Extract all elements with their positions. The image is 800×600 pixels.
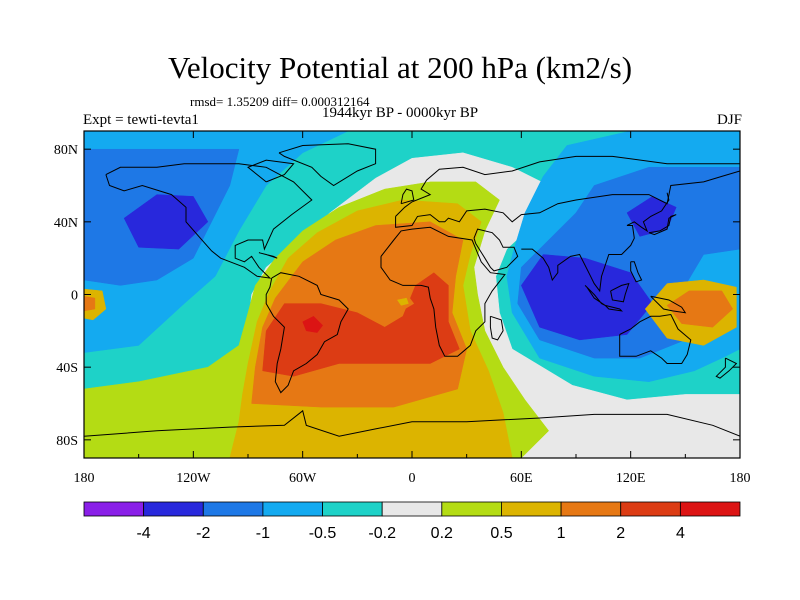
x-tick-label: 0: [409, 471, 416, 486]
experiment-label: Expt = tewti-tevta1: [83, 112, 199, 128]
y-tick-label: 0: [71, 289, 78, 304]
coastline-segment: [105, 163, 313, 279]
colorbar-swatch: [143, 501, 204, 517]
coastline-segment: [630, 261, 643, 283]
x-tick-label: 180: [74, 471, 95, 486]
coastline-layer: [84, 143, 740, 437]
coastline-segment: [489, 315, 504, 341]
contour-region-positive-4: [302, 315, 324, 333]
colorbar: -4 -2 -1 -0.5 -0.2 0.2 0.5 1 2 4: [83, 501, 741, 542]
colorbar-label: -0.5: [309, 525, 337, 542]
coastline-segment: [648, 214, 677, 236]
colorbar-label: 2: [616, 525, 625, 542]
colorbar-label: -1: [256, 525, 270, 542]
y-tick-label: 80N: [54, 143, 78, 158]
x-tick-label: 120E: [616, 471, 646, 486]
colorbar-swatch: [202, 501, 264, 517]
contour-fill-layer: [84, 131, 740, 458]
colorbar-label: 0.5: [490, 525, 512, 542]
coastline-segment: [400, 188, 415, 205]
x-tick-label: 180: [730, 471, 751, 486]
coastline-segment: [395, 155, 740, 228]
y-tick-label: 40S: [56, 361, 78, 376]
coastline-segment: [84, 409, 740, 437]
coastline-segment: [715, 357, 738, 379]
coastline-segment: [473, 228, 519, 272]
colorbar-swatch: [83, 501, 145, 517]
contour-region-west-edge-positive-1: [84, 296, 96, 312]
colorbar-label: -0.2: [368, 525, 396, 542]
colorbar-swatch: [381, 501, 443, 517]
contour-region-positive-0.5-pocket: [396, 297, 409, 306]
coastline-segment: [619, 313, 692, 364]
coastline-segment: [610, 282, 630, 303]
chart-title: Velocity Potential at 200 hPa (km2/s): [167, 50, 633, 85]
coastline-segment: [265, 272, 349, 394]
coastline-segment: [258, 252, 278, 259]
coastline-segment: [521, 192, 670, 293]
x-axis: 180 120W 60W 0 60E 120E 180: [74, 131, 751, 486]
colorbar-label: -4: [136, 525, 150, 542]
coastline-segment: [650, 295, 687, 314]
season-label: DJF: [716, 112, 742, 128]
x-tick-label: 120W: [176, 471, 211, 486]
x-tick-label: 60E: [510, 471, 533, 486]
stats-label: rmsd= 1.35209 diff= 0.000312164: [190, 94, 370, 109]
y-axis: 80N 40N 0 40S 80S: [54, 143, 740, 449]
colorbar-label: 0.2: [431, 525, 453, 542]
period-label: 1944kyr BP - 0000kyr BP: [322, 105, 479, 121]
colorbar-swatch: [620, 501, 681, 517]
colorbar-swatch: [501, 501, 562, 517]
colorbar-swatch: [262, 501, 323, 517]
colorbar-swatch: [441, 501, 502, 517]
contour-region-negative-2-core: [123, 194, 209, 250]
colorbar-swatch: [560, 501, 622, 517]
colorbar-label: 1: [557, 525, 566, 542]
coastline-segment: [604, 304, 624, 312]
y-tick-label: 80S: [56, 434, 78, 449]
colorbar-label: -2: [196, 525, 210, 542]
x-tick-label: 60W: [289, 471, 317, 486]
colorbar-swatch: [679, 501, 741, 517]
coastline-segment: [247, 159, 295, 183]
coastline-segment: [380, 226, 506, 357]
coastline-segment: [278, 143, 377, 187]
contour-region-west-pacific-positive-1: [666, 290, 734, 328]
y-tick-label: 40N: [54, 216, 78, 231]
colorbar-swatch: [322, 501, 383, 517]
colorbar-label: 4: [676, 525, 685, 542]
